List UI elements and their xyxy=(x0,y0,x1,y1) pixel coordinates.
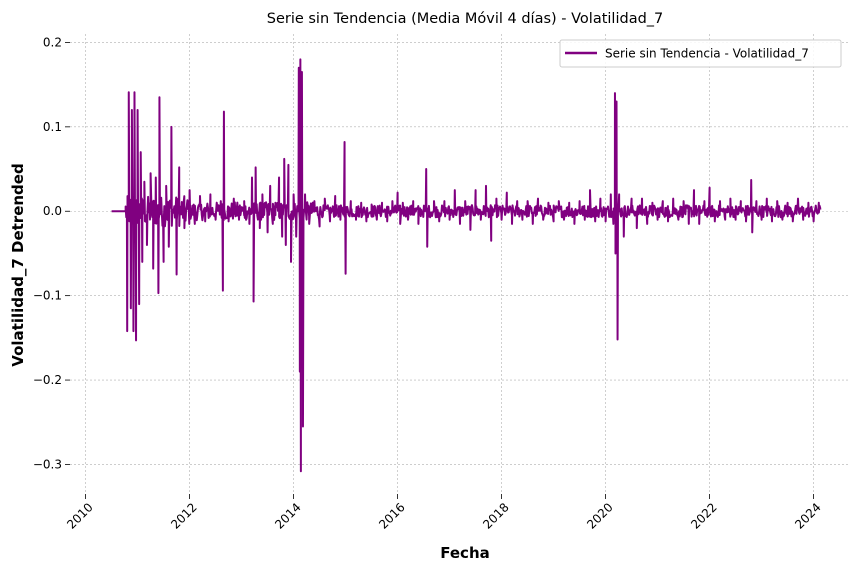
legend-label: Serie sin Tendencia - Volatilidad_7 xyxy=(605,47,809,61)
y-tick-label: −0.1 xyxy=(33,289,62,303)
y-tick-label: 0.2 xyxy=(43,35,62,49)
series-line xyxy=(111,58,822,473)
y-tick-label: 0.1 xyxy=(43,120,62,134)
y-tick-label: −0.3 xyxy=(33,457,62,471)
y-axis-label: Volatilidad_7 Detrended xyxy=(9,163,27,366)
plot-area xyxy=(111,58,822,473)
legend-box xyxy=(559,39,842,68)
legend: Serie sin Tendencia - Volatilidad_7 xyxy=(559,39,842,68)
chart-title: Serie sin Tendencia (Media Móvil 4 días)… xyxy=(267,11,664,27)
y-tick-label: 0.0 xyxy=(43,204,62,218)
y-tick-label: −0.2 xyxy=(33,373,62,387)
y-axis-ticks: −0.3 −0.2 −0.1 0.0 0.1 0.2 xyxy=(33,35,70,471)
x-axis-label: Fecha xyxy=(440,544,490,562)
